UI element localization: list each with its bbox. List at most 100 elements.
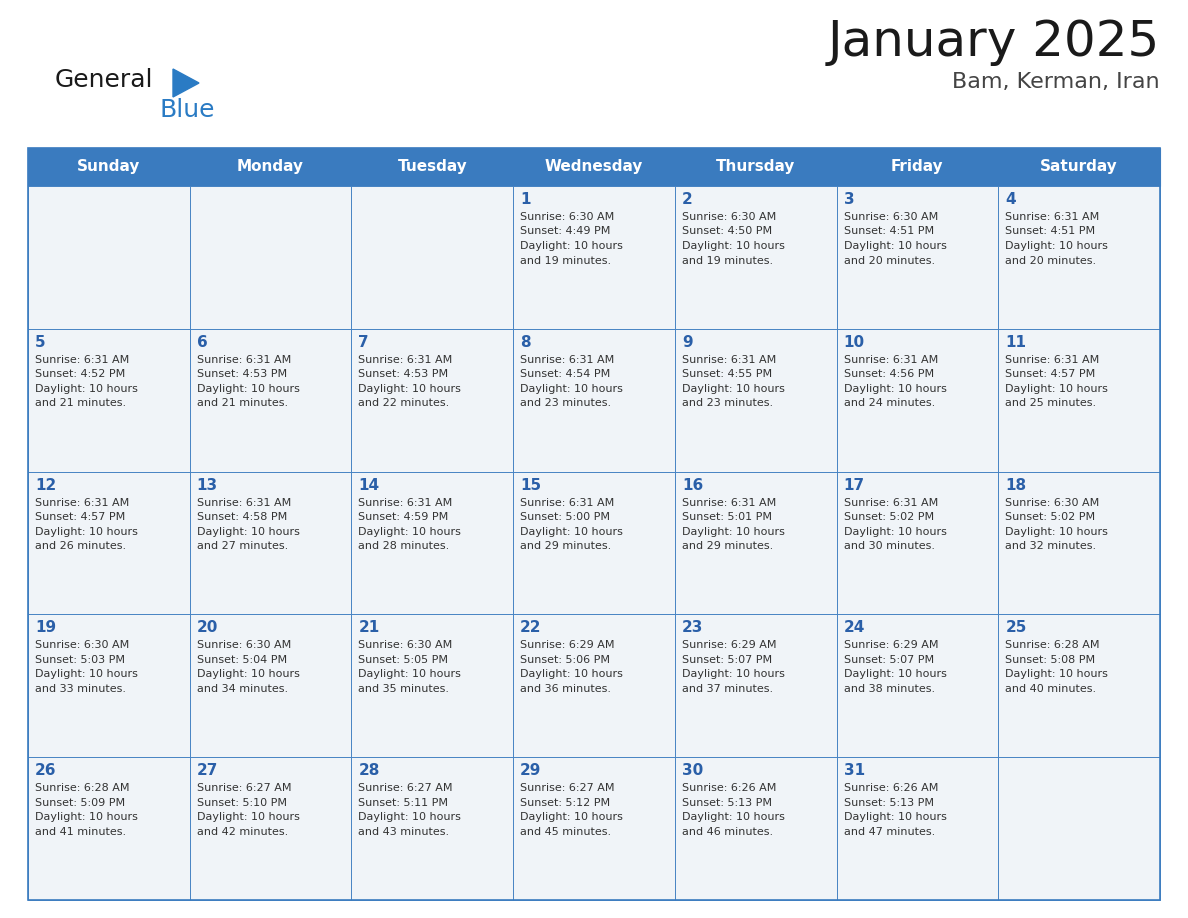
Text: 2: 2 xyxy=(682,192,693,207)
Text: Daylight: 10 hours: Daylight: 10 hours xyxy=(843,669,947,679)
Bar xyxy=(513,186,675,329)
Text: Sunrise: 6:27 AM: Sunrise: 6:27 AM xyxy=(359,783,453,793)
Text: 6: 6 xyxy=(197,335,208,350)
Bar xyxy=(513,614,675,757)
Text: 26: 26 xyxy=(34,763,57,778)
Bar xyxy=(29,329,190,472)
Text: Daylight: 10 hours: Daylight: 10 hours xyxy=(34,527,138,537)
Text: Daylight: 10 hours: Daylight: 10 hours xyxy=(1005,669,1108,679)
Text: Daylight: 10 hours: Daylight: 10 hours xyxy=(197,527,299,537)
Text: Sunset: 5:11 PM: Sunset: 5:11 PM xyxy=(359,798,448,808)
Bar xyxy=(352,329,513,472)
Text: 20: 20 xyxy=(197,621,219,635)
Bar xyxy=(836,329,998,472)
Bar xyxy=(190,329,352,472)
Text: Sunset: 5:10 PM: Sunset: 5:10 PM xyxy=(197,798,286,808)
Text: Daylight: 10 hours: Daylight: 10 hours xyxy=(197,384,299,394)
Bar xyxy=(190,614,352,757)
Bar xyxy=(998,148,1159,186)
Bar xyxy=(675,148,836,186)
Bar xyxy=(998,614,1159,757)
Text: 22: 22 xyxy=(520,621,542,635)
Text: Sunrise: 6:30 AM: Sunrise: 6:30 AM xyxy=(197,641,291,650)
Text: Sunrise: 6:30 AM: Sunrise: 6:30 AM xyxy=(520,212,614,222)
Text: Sunset: 5:06 PM: Sunset: 5:06 PM xyxy=(520,655,611,665)
Text: Sunset: 5:00 PM: Sunset: 5:00 PM xyxy=(520,512,611,522)
Text: Sunrise: 6:31 AM: Sunrise: 6:31 AM xyxy=(197,354,291,364)
Text: Sunset: 5:07 PM: Sunset: 5:07 PM xyxy=(682,655,772,665)
Text: Sunrise: 6:30 AM: Sunrise: 6:30 AM xyxy=(1005,498,1100,508)
Text: 31: 31 xyxy=(843,763,865,778)
Text: Daylight: 10 hours: Daylight: 10 hours xyxy=(520,669,623,679)
Text: 17: 17 xyxy=(843,477,865,493)
Text: Daylight: 10 hours: Daylight: 10 hours xyxy=(359,384,461,394)
Polygon shape xyxy=(173,69,200,97)
Text: Sunset: 4:54 PM: Sunset: 4:54 PM xyxy=(520,369,611,379)
Bar xyxy=(190,757,352,900)
Text: Sunset: 5:05 PM: Sunset: 5:05 PM xyxy=(359,655,448,665)
Text: Sunrise: 6:31 AM: Sunrise: 6:31 AM xyxy=(359,354,453,364)
Text: Daylight: 10 hours: Daylight: 10 hours xyxy=(520,241,623,251)
Bar xyxy=(513,472,675,614)
Text: Sunrise: 6:31 AM: Sunrise: 6:31 AM xyxy=(359,498,453,508)
Text: Daylight: 10 hours: Daylight: 10 hours xyxy=(682,241,785,251)
Text: 5: 5 xyxy=(34,335,45,350)
Text: Daylight: 10 hours: Daylight: 10 hours xyxy=(197,812,299,823)
Text: 12: 12 xyxy=(34,477,56,493)
Text: Sunset: 5:02 PM: Sunset: 5:02 PM xyxy=(843,512,934,522)
Text: and 30 minutes.: and 30 minutes. xyxy=(843,541,935,551)
Text: Daylight: 10 hours: Daylight: 10 hours xyxy=(34,384,138,394)
Text: Sunrise: 6:29 AM: Sunrise: 6:29 AM xyxy=(520,641,614,650)
Text: 10: 10 xyxy=(843,335,865,350)
Text: Sunset: 5:08 PM: Sunset: 5:08 PM xyxy=(1005,655,1095,665)
Text: Sunset: 4:58 PM: Sunset: 4:58 PM xyxy=(197,512,287,522)
Text: 15: 15 xyxy=(520,477,542,493)
Text: and 32 minutes.: and 32 minutes. xyxy=(1005,541,1097,551)
Bar xyxy=(29,472,190,614)
Text: and 28 minutes.: and 28 minutes. xyxy=(359,541,450,551)
Text: Sunset: 5:09 PM: Sunset: 5:09 PM xyxy=(34,798,125,808)
Text: Sunset: 4:50 PM: Sunset: 4:50 PM xyxy=(682,227,772,237)
Bar xyxy=(352,614,513,757)
Text: Thursday: Thursday xyxy=(716,160,796,174)
Text: Daylight: 10 hours: Daylight: 10 hours xyxy=(359,527,461,537)
Bar xyxy=(675,329,836,472)
Bar xyxy=(675,186,836,329)
Text: Daylight: 10 hours: Daylight: 10 hours xyxy=(843,527,947,537)
Text: 30: 30 xyxy=(682,763,703,778)
Text: Sunrise: 6:31 AM: Sunrise: 6:31 AM xyxy=(34,354,129,364)
Text: and 29 minutes.: and 29 minutes. xyxy=(682,541,773,551)
Text: and 25 minutes.: and 25 minutes. xyxy=(1005,398,1097,409)
Bar xyxy=(352,757,513,900)
Bar xyxy=(836,472,998,614)
Bar xyxy=(29,148,190,186)
Bar xyxy=(513,329,675,472)
Text: Sunrise: 6:27 AM: Sunrise: 6:27 AM xyxy=(197,783,291,793)
Bar xyxy=(29,186,190,329)
Text: Sunrise: 6:26 AM: Sunrise: 6:26 AM xyxy=(682,783,776,793)
Text: Tuesday: Tuesday xyxy=(398,160,467,174)
Text: and 22 minutes.: and 22 minutes. xyxy=(359,398,450,409)
Text: 23: 23 xyxy=(682,621,703,635)
Bar xyxy=(513,148,675,186)
Text: 3: 3 xyxy=(843,192,854,207)
Bar xyxy=(29,148,1159,900)
Text: Sunset: 4:52 PM: Sunset: 4:52 PM xyxy=(34,369,125,379)
Text: 24: 24 xyxy=(843,621,865,635)
Text: Sunset: 4:57 PM: Sunset: 4:57 PM xyxy=(34,512,125,522)
Text: Sunset: 4:56 PM: Sunset: 4:56 PM xyxy=(843,369,934,379)
Text: Daylight: 10 hours: Daylight: 10 hours xyxy=(34,812,138,823)
Text: Daylight: 10 hours: Daylight: 10 hours xyxy=(359,669,461,679)
Text: Sunset: 4:49 PM: Sunset: 4:49 PM xyxy=(520,227,611,237)
Text: Daylight: 10 hours: Daylight: 10 hours xyxy=(843,241,947,251)
Text: Daylight: 10 hours: Daylight: 10 hours xyxy=(843,812,947,823)
Text: and 45 minutes.: and 45 minutes. xyxy=(520,827,612,836)
Text: 27: 27 xyxy=(197,763,219,778)
Text: Sunrise: 6:30 AM: Sunrise: 6:30 AM xyxy=(34,641,129,650)
Text: Sunset: 5:12 PM: Sunset: 5:12 PM xyxy=(520,798,611,808)
Bar xyxy=(998,757,1159,900)
Bar xyxy=(190,472,352,614)
Text: and 34 minutes.: and 34 minutes. xyxy=(197,684,287,694)
Text: 21: 21 xyxy=(359,621,380,635)
Text: Sunset: 5:07 PM: Sunset: 5:07 PM xyxy=(843,655,934,665)
